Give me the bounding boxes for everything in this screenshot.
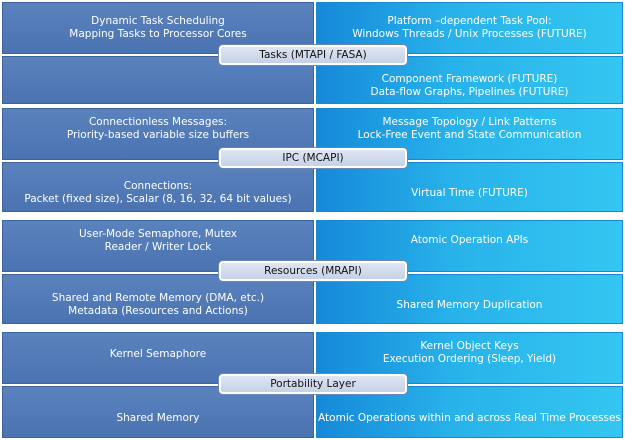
tasks-layer-label: Tasks (MTAPI / FASA) bbox=[219, 45, 407, 65]
section-ipc: Connectionless Messages: Priority-based … bbox=[0, 108, 625, 212]
text-line: Platform –dependent Task Pool: bbox=[387, 15, 552, 27]
portability-layer-label: Portability Layer bbox=[219, 374, 407, 394]
text-line: Windows Threads / Unix Processes (FUTURE… bbox=[352, 28, 587, 40]
portability-bottom-left-cell: Shared Memory bbox=[2, 386, 314, 438]
tasks-top-left-cell: Dynamic Task Scheduling Mapping Tasks to… bbox=[2, 2, 314, 54]
text-line: Atomic Operations within and across Real… bbox=[318, 411, 621, 424]
text-line: Lock-Free Event and State Communication bbox=[357, 129, 582, 141]
resources-layer-label: Resources (MRAPI) bbox=[219, 261, 407, 281]
text-line: Shared and Remote Memory (DMA, etc.) bbox=[51, 292, 265, 304]
text-line: Metadata (Resources and Actions) bbox=[68, 305, 248, 317]
ipc-bottom-left-cell: Connections: Packet (fixed size), Scalar… bbox=[2, 162, 314, 212]
text-line: Kernel Object Keys bbox=[420, 340, 519, 352]
text-line: Connectionless Messages: bbox=[88, 116, 228, 128]
section-tasks: Dynamic Task Scheduling Mapping Tasks to… bbox=[0, 2, 625, 106]
section-resources: User-Mode Semaphore, Mutex Reader / Writ… bbox=[0, 220, 625, 324]
text-line: User-Mode Semaphore, Mutex bbox=[78, 228, 238, 240]
tasks-bottom-right-cell: Component Framework (FUTURE) Data-flow G… bbox=[316, 56, 623, 104]
resources-bottom-right-cell: Shared Memory Duplication bbox=[316, 274, 623, 324]
ipc-top-right-cell: Message Topology / Link Patterns Lock-Fr… bbox=[316, 108, 623, 160]
text-line: Virtual Time (FUTURE) bbox=[411, 186, 528, 199]
text-line: Shared Memory bbox=[116, 411, 200, 424]
resources-bottom-left-cell: Shared and Remote Memory (DMA, etc.) Met… bbox=[2, 274, 314, 324]
text-line: Dynamic Task Scheduling bbox=[91, 15, 225, 27]
text-line: Kernel Semaphore bbox=[109, 347, 207, 360]
text-line: Packet (fixed size), Scalar (8, 16, 32, … bbox=[24, 193, 292, 205]
text-line: Execution Ordering (Sleep, Yield) bbox=[382, 353, 557, 365]
text-line: Shared Memory Duplication bbox=[396, 298, 543, 311]
text-line: Atomic Operation APIs bbox=[410, 233, 529, 246]
text-line: Message Topology / Link Patterns bbox=[382, 116, 557, 128]
portability-bottom-right-cell: Atomic Operations within and across Real… bbox=[316, 386, 623, 438]
text-line: Connections: bbox=[123, 180, 193, 192]
text-line: Reader / Writer Lock bbox=[104, 241, 212, 253]
section-portability: Kernel Semaphore Kernel Object Keys Exec… bbox=[0, 332, 625, 438]
text-line: Mapping Tasks to Processor Cores bbox=[69, 28, 247, 40]
text-line: Priority-based variable size buffers bbox=[66, 129, 250, 141]
ipc-layer-label: IPC (MCAPI) bbox=[219, 148, 407, 168]
resources-top-right-cell: Atomic Operation APIs bbox=[316, 220, 623, 272]
ipc-bottom-right-cell: Virtual Time (FUTURE) bbox=[316, 162, 623, 212]
text-line: Component Framework (FUTURE) bbox=[381, 73, 558, 85]
text-line: Data-flow Graphs, Pipelines (FUTURE) bbox=[370, 86, 569, 98]
